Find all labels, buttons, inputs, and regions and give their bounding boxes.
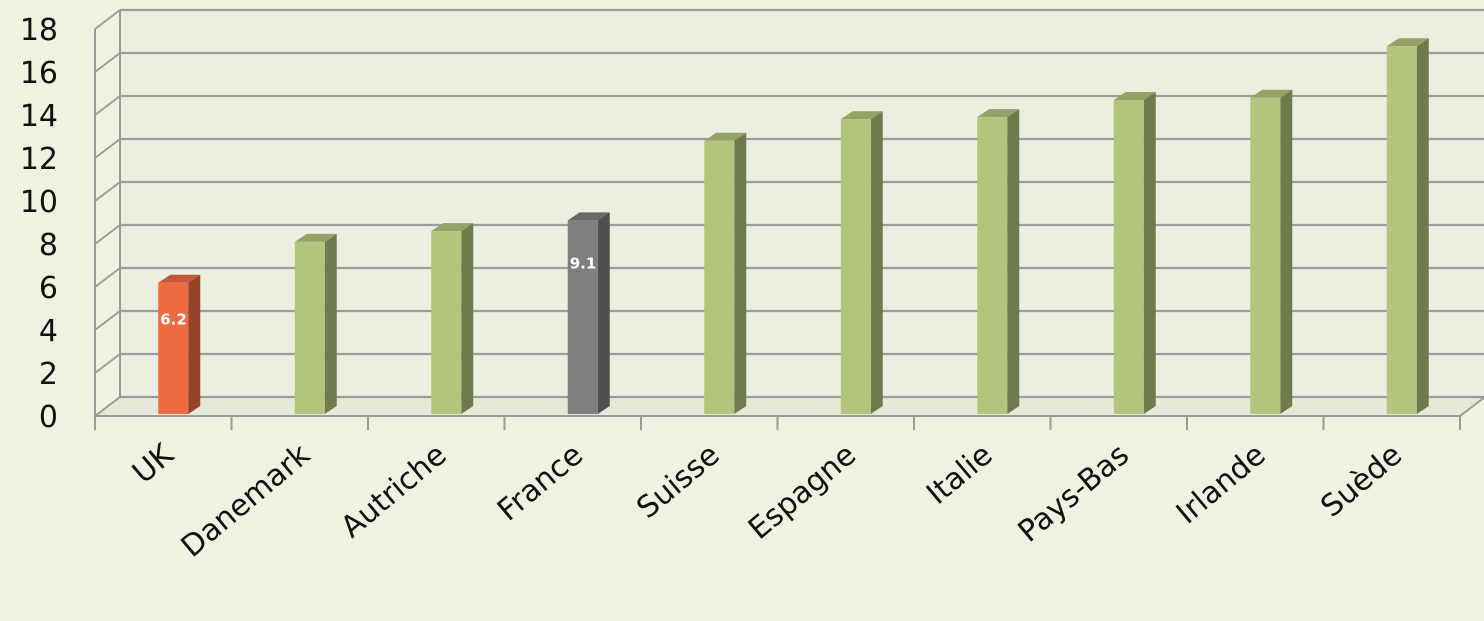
bar [431,223,474,414]
bar-top [158,274,201,283]
gridline-depth [94,310,121,331]
gridline-depth [94,267,121,288]
x-tick-label: Irlande [1170,437,1272,531]
bar-front [158,282,189,414]
bar-side [1007,109,1020,415]
bar [704,132,747,415]
bar-side [597,212,610,414]
y-tick-label: 18 [20,13,58,48]
y-tick-label: 16 [20,56,58,91]
x-tick-label: Italie [920,437,999,511]
bar-front [431,231,462,414]
bar-side [734,132,747,415]
axes [94,10,1461,430]
data-labels: 6.2 9.1 [160,254,596,328]
bar [1250,89,1293,415]
bar-top [977,109,1020,118]
bar-top [1250,89,1293,98]
bar-top [704,132,747,141]
gridline-depth [94,181,121,202]
bar-side [1416,38,1429,414]
y-tick-label: 14 [20,99,58,134]
bar [1113,91,1156,414]
gridline-depth [94,353,121,374]
bar-side [324,233,337,414]
x-tick-label: UK [126,436,181,490]
bar [1386,38,1429,414]
x-tick-label: Danemark [175,437,318,565]
bar-front [704,140,735,415]
bar [158,274,201,414]
data-label: 6.2 [160,311,187,329]
y-axis-ticks: 0 2 4 6 8 10 12 14 16 18 [20,13,58,435]
y-tick-label: 8 [39,228,58,263]
bar-side [1280,89,1293,415]
gridline-depth [94,396,121,417]
bar-side [1143,91,1156,414]
bar-side [461,223,474,414]
bar-top [1386,38,1429,47]
bar-front [1113,99,1144,414]
gridline-depth [94,224,121,245]
bar [977,109,1020,415]
gridline-depth [94,52,121,73]
x-tick-label: Suisse [630,437,726,526]
x-tick-label: Suède [1314,437,1409,524]
gridline-depth [94,95,121,116]
bars [158,38,1429,415]
gridline-depth [94,138,121,159]
bar-top [840,111,883,120]
bar-top [294,233,337,242]
bar-front [1386,46,1417,414]
x-tick-label: Pays-Bas [1012,437,1136,549]
y-tick-label: 4 [39,314,58,349]
bar-top [431,223,474,232]
y-tick-label: 0 [39,400,58,435]
bar-side [870,111,883,415]
y-tick-label: 2 [39,357,58,392]
bar-front [1250,97,1281,415]
bar-front [977,117,1008,415]
bar-side [188,274,201,414]
bar-top [1113,91,1156,100]
y-tick-label: 6 [39,271,58,306]
bar-top [567,212,610,221]
data-label: 9.1 [570,254,597,272]
bar [294,233,337,414]
y-tick-label: 10 [20,185,58,220]
bar-front [840,119,871,415]
bar [567,212,610,414]
x-tick-label: Autriche [334,437,453,545]
bar [840,111,883,415]
bar-front [294,241,325,414]
x-tick-label: Espagne [742,437,863,546]
gridline-depth [1459,396,1484,417]
gridline-depth [94,9,121,30]
bar-front [567,220,598,414]
y-tick-label: 12 [20,142,58,177]
x-tick-label: France [491,437,590,528]
